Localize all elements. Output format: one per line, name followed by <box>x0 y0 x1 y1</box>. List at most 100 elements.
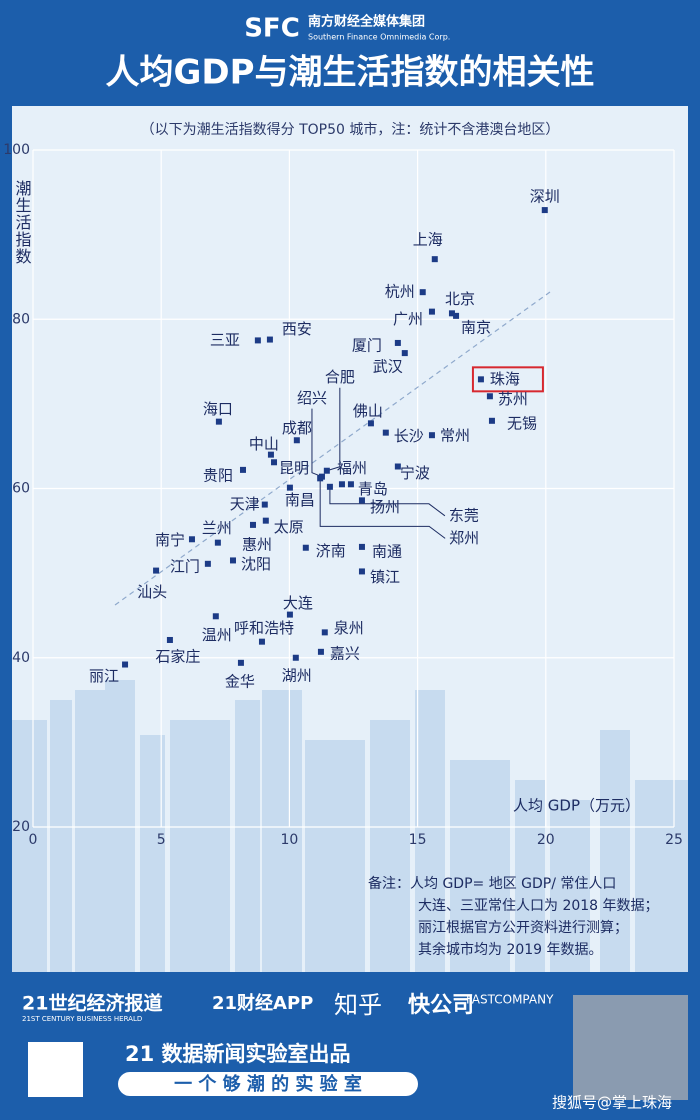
qr-code <box>573 995 688 1100</box>
brand-en: 21ST CENTURY BUSINESS HERALD <box>22 1015 142 1023</box>
point <box>347 481 354 488</box>
point <box>188 536 195 543</box>
point-label: 兰州 <box>202 519 232 537</box>
x-tick-label: 0 <box>29 832 38 848</box>
point <box>212 613 219 620</box>
point <box>321 629 328 636</box>
note-line: 大连、三亚常住人口为 2018 年数据； <box>418 898 659 914</box>
x-tick-label: 5 <box>157 832 166 848</box>
point-label: 绍兴 <box>297 389 327 407</box>
x-axis-label: 人均 GDP（万元） <box>513 797 640 815</box>
point-label: 厦门 <box>352 336 382 354</box>
point <box>358 497 365 504</box>
x-tick-label: 25 <box>665 832 683 848</box>
leader-line <box>326 387 341 472</box>
y-tick-label: 20 <box>12 819 30 835</box>
point <box>286 484 293 491</box>
point-label: 武汉 <box>373 358 403 376</box>
point-label: 丽江 <box>89 667 119 685</box>
point <box>453 312 460 319</box>
point <box>286 611 293 618</box>
point-label: 无锡 <box>507 414 537 432</box>
point <box>214 539 221 546</box>
leader-line <box>319 478 446 539</box>
lab-title: 21 数据新闻实验室出品 <box>125 1042 351 1066</box>
brand: 知乎 <box>334 991 382 1019</box>
point-label: 长沙 <box>394 427 424 445</box>
subtitle: （以下为潮生活指数得分 TOP50 城市，注：统计不含港澳台地区） <box>141 121 560 138</box>
point <box>249 521 256 528</box>
point <box>166 636 173 643</box>
point <box>237 659 244 666</box>
point-label: 郑州 <box>449 529 479 547</box>
point-label: 南宁 <box>155 531 185 549</box>
x-tick-label: 15 <box>409 832 427 848</box>
org: 南方财经全媒体集团 <box>308 14 425 30</box>
point-label: 大连 <box>283 594 313 612</box>
slogan-pill <box>118 1072 418 1096</box>
point-label: 宁波 <box>400 464 430 482</box>
point <box>262 517 269 524</box>
note-line: 其余城市均为 2019 年数据。 <box>418 941 603 958</box>
point-label: 泉州 <box>334 619 364 637</box>
point-label: 南京 <box>461 318 491 336</box>
point-label: 嘉兴 <box>330 644 360 662</box>
point <box>122 661 129 668</box>
point <box>394 339 401 346</box>
brand-en: FASTCOMPANY <box>466 993 554 1007</box>
y-tick-label: 60 <box>12 481 30 497</box>
point-label: 东莞 <box>449 506 479 524</box>
point-label: 湖州 <box>282 666 312 684</box>
point-label: 济南 <box>316 542 346 560</box>
brand: 21世纪经济报道 <box>22 992 162 1015</box>
point <box>271 459 278 466</box>
skyline <box>12 680 688 972</box>
point <box>428 432 435 439</box>
point-label: 昆明 <box>279 459 309 477</box>
point <box>293 437 300 444</box>
y-tick-label: 100 <box>3 142 30 158</box>
point-label: 南昌 <box>285 491 315 509</box>
point <box>488 417 495 424</box>
point <box>215 418 222 425</box>
point <box>153 567 160 574</box>
x-tick-label: 10 <box>280 832 298 848</box>
point <box>401 350 408 357</box>
org-en: Southern Finance Omnimedia Corp. <box>308 33 450 42</box>
leader-line <box>311 408 323 478</box>
point <box>448 310 455 317</box>
point-label: 中山 <box>249 435 279 453</box>
point <box>302 544 309 551</box>
point-label: 扬州 <box>370 498 400 516</box>
point <box>267 451 274 458</box>
point-label: 石家庄 <box>155 647 200 665</box>
point <box>431 256 438 263</box>
lab-logo <box>28 1042 83 1097</box>
point <box>394 463 401 470</box>
point <box>338 481 345 488</box>
point-label: 珠海 <box>490 370 520 388</box>
point <box>261 501 268 508</box>
point-label: 福州 <box>337 459 367 477</box>
point-label: 佛山 <box>353 402 383 420</box>
point-label: 广州 <box>393 310 423 328</box>
point <box>358 568 365 575</box>
point <box>239 466 246 473</box>
x-tick-label: 20 <box>537 832 555 848</box>
slogan: 一 个 够 潮 的 实 验 室 <box>174 1073 362 1095</box>
point-label: 成都 <box>282 419 312 437</box>
point-label: 金华 <box>225 672 255 690</box>
point <box>477 376 484 383</box>
point-label: 南通 <box>372 542 402 560</box>
brand: 快公司 <box>408 993 474 1018</box>
point-label: 镇江 <box>370 568 400 586</box>
point <box>541 207 548 214</box>
point <box>428 308 435 315</box>
point-label: 北京 <box>445 290 475 308</box>
point-label: 常州 <box>440 427 470 445</box>
point-label: 贵阳 <box>203 466 233 484</box>
point <box>358 543 365 550</box>
point-label: 上海 <box>413 231 443 249</box>
